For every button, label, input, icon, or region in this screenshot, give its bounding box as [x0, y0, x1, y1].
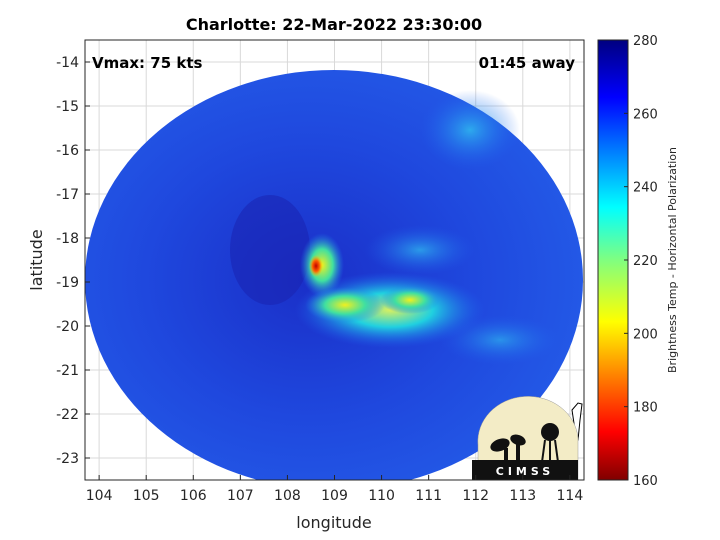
x-tick-label: 110 [368, 488, 395, 504]
y-tick-label: -23 [56, 451, 79, 467]
x-ticks: 104 105 106 107 108 109 110 111 112 113 114 [86, 475, 584, 504]
colorbar-tick-label: 280 [633, 34, 658, 49]
colorbar-tick-label: 240 [633, 181, 658, 196]
colorbar-label: Brightness Temp - Horizontal Polarizatio… [666, 147, 679, 373]
rainband-core-east [380, 286, 440, 314]
x-axis-label: longitude [296, 513, 371, 532]
cimss-logo: CIMSS [472, 396, 579, 481]
dish-stand-icon [504, 448, 508, 462]
logo-text: CIMSS [496, 465, 554, 478]
dish-icon [510, 434, 526, 446]
x-tick-label: 111 [415, 488, 442, 504]
water-tower-icon [541, 423, 559, 441]
time-away-annotation: 01:45 away [479, 54, 576, 72]
x-tick-label: 113 [509, 488, 536, 504]
y-tick-label: -17 [56, 187, 79, 203]
x-tick-label: 114 [557, 488, 584, 504]
x-tick-label: 106 [180, 488, 207, 504]
y-tick-label: -22 [56, 407, 79, 423]
x-tick-label: 108 [274, 488, 301, 504]
logo-banner [472, 460, 578, 480]
colorbar-ticks: 280 260 240 220 200 180 160 [624, 34, 658, 489]
y-tick-label: -21 [56, 363, 79, 379]
y-tick-label: -14 [56, 55, 79, 71]
x-tick-label: 105 [133, 488, 160, 504]
x-tick-label: 109 [321, 488, 348, 504]
y-ticks: -14 -15 -16 -17 -18 -19 -20 -21 -22 -23 [56, 55, 90, 467]
colorbar [597, 39, 629, 481]
colorbar-tick-label: 260 [633, 107, 658, 122]
microwave-swath [85, 70, 583, 480]
y-tick-label: -16 [56, 143, 79, 159]
rainband-north [420, 90, 520, 170]
x-tick-label: 112 [462, 488, 489, 504]
x-tick-label: 104 [86, 488, 113, 504]
eyewall-max [309, 255, 323, 277]
rainband-mid [365, 225, 475, 275]
x-tick-label: 107 [227, 488, 254, 504]
plot-title: Charlotte: 22-Mar-2022 23:30:00 [186, 15, 482, 34]
y-axis-label: latitude [27, 229, 46, 290]
vmax-annotation: Vmax: 75 kts [92, 54, 202, 72]
colorbar-tick-label: 160 [633, 474, 658, 489]
y-tick-label: -15 [56, 99, 79, 115]
tower-legs-icon [541, 439, 559, 463]
y-tick-label: -18 [56, 231, 79, 247]
y-tick-label: -19 [56, 275, 79, 291]
dish-stand-icon [516, 444, 520, 462]
eye-region [230, 195, 310, 305]
logo-background [477, 396, 579, 481]
colorbar-tick-label: 200 [633, 327, 658, 342]
colorbar-tick-label: 180 [633, 401, 658, 416]
y-tick-label: -20 [56, 319, 79, 335]
colorbar-tick-label: 220 [633, 254, 658, 269]
